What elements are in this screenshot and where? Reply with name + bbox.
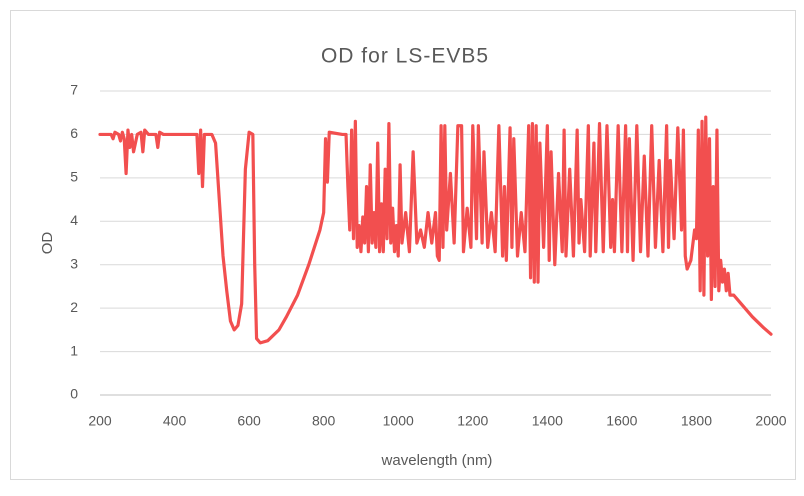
x-tick-label: 1800 [681, 413, 712, 429]
x-tick-label: 800 [312, 413, 336, 429]
x-tick-label: 400 [163, 413, 187, 429]
x-tick-label: 1600 [606, 413, 637, 429]
x-tick-label: 1000 [383, 413, 414, 429]
y-tick-label: 3 [70, 255, 78, 271]
data-line [98, 115, 773, 345]
y-axis-title: OD [39, 232, 56, 255]
y-tick-label: 1 [70, 342, 78, 358]
chart-frame [10, 10, 796, 480]
y-tick-label: 0 [70, 386, 78, 402]
x-tick-label: 1200 [457, 413, 488, 429]
x-tick-label: 600 [237, 413, 261, 429]
y-tick-label: 4 [70, 212, 78, 228]
y-tick-label: 5 [70, 169, 78, 185]
y-tick-label: 6 [70, 125, 78, 141]
x-axis-title: wavelength (nm) [381, 452, 493, 469]
y-tick-label: 7 [70, 82, 78, 98]
x-tick-label: 1400 [532, 413, 563, 429]
x-tick-label: 200 [88, 413, 112, 429]
x-tick-label: 2000 [755, 413, 786, 429]
chart-title: OD for LS-EVB5 [321, 45, 489, 68]
y-tick-label: 2 [70, 299, 78, 315]
